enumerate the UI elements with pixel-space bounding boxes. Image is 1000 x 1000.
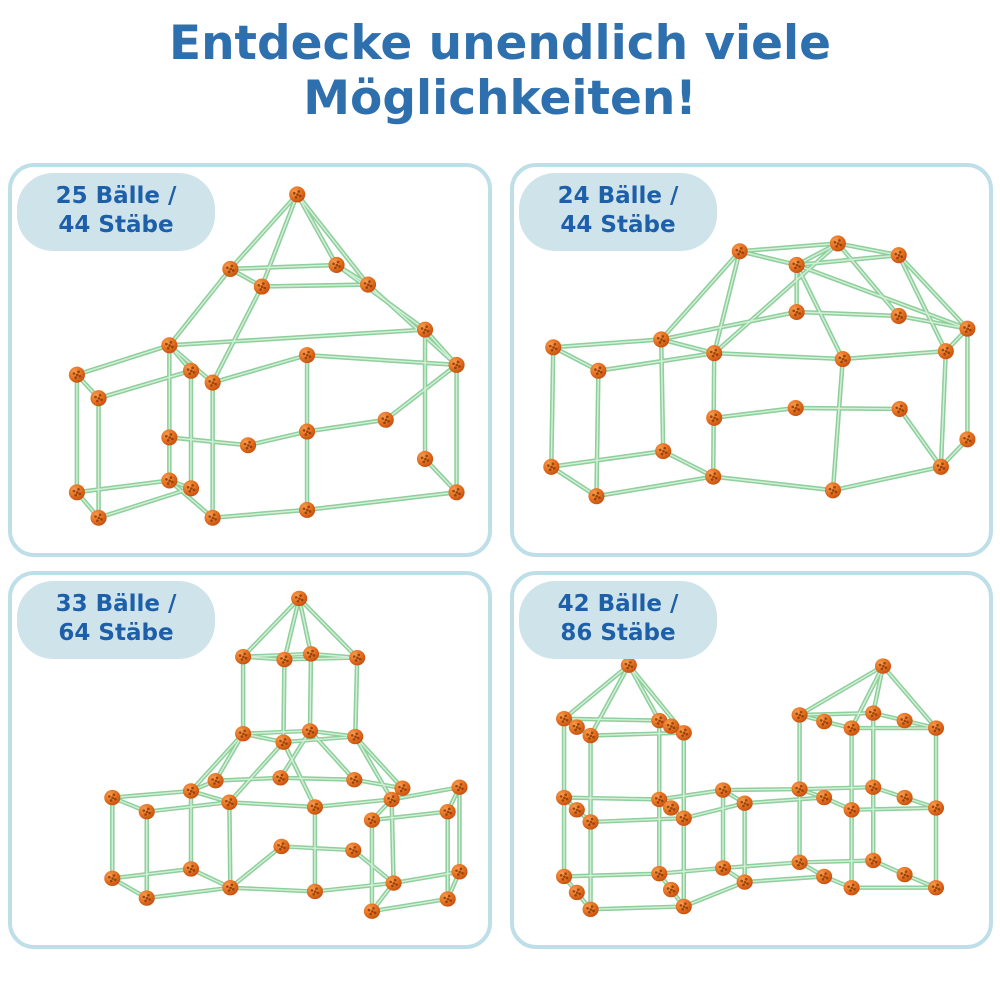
count-badge: 24 Bälle / 44 Stäbe xyxy=(519,173,717,251)
fort-structure-photo-castle xyxy=(556,657,945,918)
badge-balls-count: 24 Bälle / xyxy=(557,183,679,209)
count-badge: 42 Bälle / 86 Stäbe xyxy=(519,581,717,659)
badge-sticks-count: 44 Stäbe xyxy=(560,212,676,239)
badge-balls-count: 25 Bälle / xyxy=(55,183,177,209)
fort-panel-pagoda: 33 Bälle / 64 Stäbe xyxy=(8,571,492,949)
badge-sticks-count: 86 Stäbe xyxy=(560,620,676,647)
count-badge: 25 Bälle / 44 Stäbe xyxy=(17,173,215,251)
page-title-line1: Entdecke unendlich viele xyxy=(168,16,832,71)
fort-structure-photo-pagoda xyxy=(104,590,468,919)
badge-balls-count: 33 Bälle / xyxy=(55,591,177,617)
fort-panel-house: 25 Bälle / 44 Stäbe xyxy=(8,163,492,557)
badge-sticks-count: 64 Stäbe xyxy=(58,620,174,647)
fort-panel-dome: 24 Bälle / 44 Stäbe xyxy=(510,163,993,557)
fort-panel-castle: 42 Bälle / 86 Stäbe xyxy=(510,571,993,949)
fort-structure-photo-dome xyxy=(543,235,976,505)
count-badge: 33 Bälle / 64 Stäbe xyxy=(17,581,215,659)
badge-balls-count: 42 Bälle / xyxy=(557,591,679,617)
badge-sticks-count: 44 Stäbe xyxy=(58,212,174,239)
page-title-line2: Möglichkeiten! xyxy=(303,70,697,126)
page-title: Entdecke unendlich viele Möglichkeiten! xyxy=(0,16,1000,126)
fort-structure-photo-house xyxy=(68,186,465,526)
